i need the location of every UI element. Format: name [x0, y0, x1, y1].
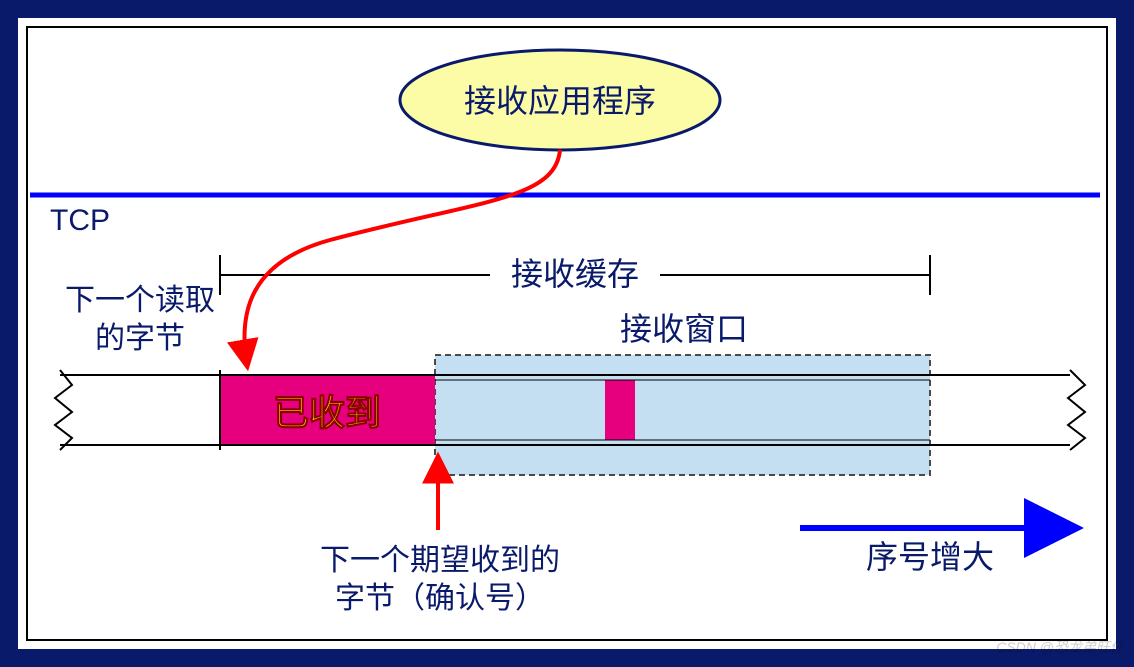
recv-window-box — [435, 355, 930, 475]
expected-label-2: 字节（确认号） — [335, 582, 545, 615]
zigzag-left-icon — [55, 370, 72, 450]
next-read-label-2: 的字节 — [95, 322, 185, 355]
recv-window-label: 接收窗口 — [620, 311, 748, 347]
app-ellipse-label: 接收应用程序 — [464, 83, 656, 119]
expected-label-1: 下一个期望收到的 — [320, 544, 560, 577]
recv-buffer-label: 接收缓存 — [511, 256, 639, 292]
seq-label: 序号增大 — [866, 539, 994, 575]
pink-stripe — [605, 380, 635, 440]
diagram-svg: 接收应用程序 TCP 接收缓存 下一个读取 的字节 接收窗口 已收到 — [0, 0, 1134, 667]
zigzag-right-icon — [1068, 370, 1085, 450]
received-block-label: 已收到 — [273, 392, 381, 433]
next-read-label-1: 下一个读取 — [65, 284, 215, 317]
tcp-label: TCP — [50, 204, 110, 237]
watermark: CSDN @恐龙弟旺仔 — [996, 637, 1124, 657]
diagram-canvas: 接收应用程序 TCP 接收缓存 下一个读取 的字节 接收窗口 已收到 — [0, 0, 1134, 667]
